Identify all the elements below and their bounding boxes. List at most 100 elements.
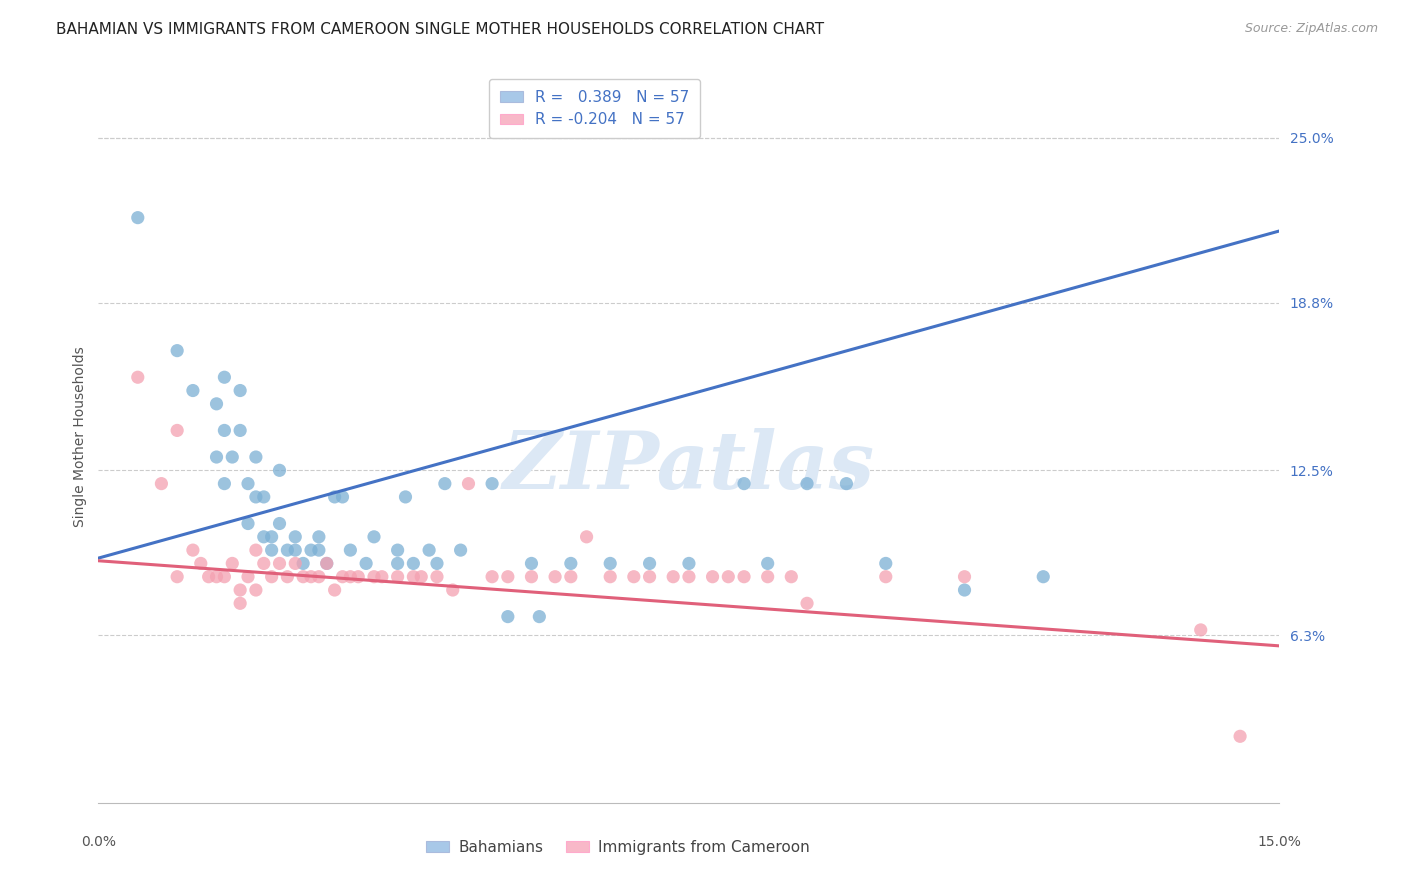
Point bbox=[236, 476, 259, 491]
Point bbox=[733, 570, 755, 584]
Point bbox=[481, 476, 503, 491]
Point bbox=[221, 450, 243, 464]
Point bbox=[276, 570, 298, 584]
Point bbox=[394, 490, 416, 504]
Point bbox=[875, 557, 897, 571]
Point bbox=[308, 570, 330, 584]
Point bbox=[426, 557, 449, 571]
Point bbox=[363, 530, 385, 544]
Point bbox=[229, 424, 252, 438]
Point bbox=[678, 557, 700, 571]
Point bbox=[245, 490, 267, 504]
Point bbox=[520, 570, 543, 584]
Point bbox=[953, 570, 976, 584]
Point bbox=[363, 570, 385, 584]
Point bbox=[387, 557, 409, 571]
Point bbox=[371, 570, 394, 584]
Point bbox=[181, 543, 204, 558]
Point bbox=[229, 596, 252, 610]
Point bbox=[411, 570, 433, 584]
Point bbox=[269, 516, 291, 531]
Point bbox=[575, 530, 598, 544]
Point bbox=[323, 490, 346, 504]
Point bbox=[221, 557, 243, 571]
Point bbox=[780, 570, 803, 584]
Point bbox=[245, 543, 267, 558]
Y-axis label: Single Mother Households: Single Mother Households bbox=[73, 347, 87, 527]
Point bbox=[1189, 623, 1212, 637]
Text: 15.0%: 15.0% bbox=[1257, 835, 1302, 848]
Point bbox=[332, 490, 354, 504]
Point bbox=[1032, 570, 1054, 584]
Point bbox=[756, 557, 779, 571]
Point bbox=[166, 343, 188, 358]
Point bbox=[418, 543, 440, 558]
Point bbox=[387, 570, 409, 584]
Point bbox=[560, 570, 582, 584]
Point bbox=[529, 609, 551, 624]
Point bbox=[205, 450, 228, 464]
Point bbox=[599, 570, 621, 584]
Point bbox=[756, 570, 779, 584]
Point bbox=[599, 557, 621, 571]
Point bbox=[245, 450, 267, 464]
Point bbox=[253, 490, 276, 504]
Point bbox=[662, 570, 685, 584]
Point bbox=[433, 476, 456, 491]
Point bbox=[544, 570, 567, 584]
Point bbox=[481, 570, 503, 584]
Point bbox=[269, 463, 291, 477]
Point bbox=[197, 570, 219, 584]
Text: ZIPatlas: ZIPatlas bbox=[503, 427, 875, 505]
Legend: Bahamians, Immigrants from Cameroon: Bahamians, Immigrants from Cameroon bbox=[420, 834, 815, 861]
Point bbox=[292, 570, 315, 584]
Point bbox=[339, 543, 361, 558]
Point bbox=[284, 557, 307, 571]
Point bbox=[299, 543, 322, 558]
Point bbox=[332, 570, 354, 584]
Point bbox=[260, 543, 283, 558]
Point bbox=[214, 476, 236, 491]
Point bbox=[229, 384, 252, 398]
Point bbox=[253, 530, 276, 544]
Text: Source: ZipAtlas.com: Source: ZipAtlas.com bbox=[1244, 22, 1378, 36]
Point bbox=[717, 570, 740, 584]
Point bbox=[450, 543, 472, 558]
Point bbox=[496, 570, 519, 584]
Point bbox=[796, 596, 818, 610]
Point bbox=[127, 370, 149, 384]
Point bbox=[387, 543, 409, 558]
Point bbox=[308, 543, 330, 558]
Point bbox=[733, 476, 755, 491]
Point bbox=[229, 582, 252, 597]
Text: BAHAMIAN VS IMMIGRANTS FROM CAMEROON SINGLE MOTHER HOUSEHOLDS CORRELATION CHART: BAHAMIAN VS IMMIGRANTS FROM CAMEROON SIN… bbox=[56, 22, 824, 37]
Point bbox=[205, 397, 228, 411]
Point bbox=[292, 557, 315, 571]
Point bbox=[284, 530, 307, 544]
Point bbox=[1229, 729, 1251, 743]
Point bbox=[520, 557, 543, 571]
Point bbox=[402, 557, 425, 571]
Point bbox=[426, 570, 449, 584]
Point bbox=[560, 557, 582, 571]
Point bbox=[623, 570, 645, 584]
Point bbox=[875, 570, 897, 584]
Point bbox=[638, 570, 661, 584]
Text: 0.0%: 0.0% bbox=[82, 835, 115, 848]
Point bbox=[638, 557, 661, 571]
Point bbox=[299, 570, 322, 584]
Point bbox=[339, 570, 361, 584]
Point bbox=[253, 557, 276, 571]
Point bbox=[269, 557, 291, 571]
Point bbox=[150, 476, 173, 491]
Point bbox=[308, 530, 330, 544]
Point bbox=[236, 516, 259, 531]
Point bbox=[441, 582, 464, 597]
Point bbox=[260, 570, 283, 584]
Point bbox=[796, 476, 818, 491]
Point bbox=[260, 530, 283, 544]
Point bbox=[496, 609, 519, 624]
Point bbox=[315, 557, 337, 571]
Point bbox=[245, 582, 267, 597]
Point bbox=[214, 424, 236, 438]
